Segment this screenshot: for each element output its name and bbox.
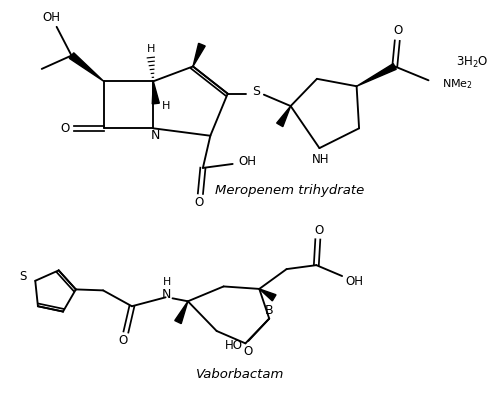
Text: NH: NH <box>312 152 329 165</box>
Text: N: N <box>162 289 172 302</box>
Text: O: O <box>119 334 128 347</box>
Text: O: O <box>394 24 403 37</box>
Text: NMe$_2$: NMe$_2$ <box>442 77 474 91</box>
Text: O: O <box>60 122 70 135</box>
Text: O: O <box>244 345 252 358</box>
Polygon shape <box>193 43 205 66</box>
Polygon shape <box>70 53 103 81</box>
Text: B: B <box>265 304 274 317</box>
Text: Vaborbactam: Vaborbactam <box>196 368 284 381</box>
Polygon shape <box>356 63 397 86</box>
Text: H: H <box>162 101 170 111</box>
Text: OH: OH <box>42 11 60 24</box>
Text: S: S <box>252 85 260 98</box>
Text: OH: OH <box>238 155 256 168</box>
Text: H: H <box>146 44 155 54</box>
Polygon shape <box>152 81 160 104</box>
Polygon shape <box>175 301 188 323</box>
Text: HO: HO <box>224 339 242 352</box>
Text: S: S <box>20 270 27 284</box>
Text: O: O <box>194 196 203 209</box>
Text: Meropenem trihydrate: Meropenem trihydrate <box>215 184 364 197</box>
Text: N: N <box>151 129 160 142</box>
Polygon shape <box>260 289 276 301</box>
Text: 3H$_2$O: 3H$_2$O <box>456 55 488 70</box>
Text: OH: OH <box>345 275 363 288</box>
Text: H: H <box>162 278 170 287</box>
Polygon shape <box>276 106 290 127</box>
Text: O: O <box>314 224 324 237</box>
